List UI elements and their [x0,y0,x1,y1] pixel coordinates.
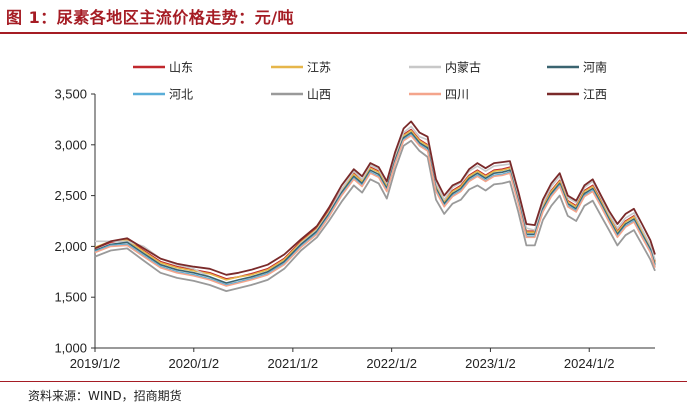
series-line [94,139,656,293]
series-line [94,120,656,276]
series-line [94,133,656,286]
legend-label: 江西 [583,88,607,102]
y-tick-label: 3,500 [54,87,87,102]
footer-divider [0,381,687,382]
y-tick-label: 2,500 [54,188,87,203]
y-tick-label: 2,000 [54,239,87,254]
x-tick-label: 2022/1/2 [366,356,417,371]
y-tick-label: 1,000 [54,341,87,356]
y-tick-label: 3,000 [54,137,87,152]
x-tick-label: 2019/1/2 [70,356,121,371]
chart-title: 图 1：尿素各地区主流价格走势：元/吨 [6,8,295,27]
legend-label: 四川 [445,88,469,102]
legend-label: 内蒙古 [445,60,481,75]
title-divider [0,32,687,34]
series-lines [94,120,656,293]
axes: 1,000 1,500 2,000 2,500 3,000 3,500 2019/1/2 20… [54,87,655,371]
legend-label: 山东 [169,61,193,75]
x-tick-label: 2020/1/2 [168,356,219,371]
legend-label: 山西 [307,88,331,102]
x-tick-label: 2023/1/2 [465,356,516,371]
legend-label: 河北 [169,88,193,102]
y-tick-label: 1,500 [54,290,87,305]
legend-label: 江苏 [307,61,331,75]
source-note: 资料来源：WIND，招商期货 [28,389,182,403]
x-tick-label: 2021/1/2 [268,356,319,371]
legend-label: 河南 [583,60,607,75]
x-tick-label: 2024/1/2 [564,356,615,371]
series-line [94,134,656,287]
